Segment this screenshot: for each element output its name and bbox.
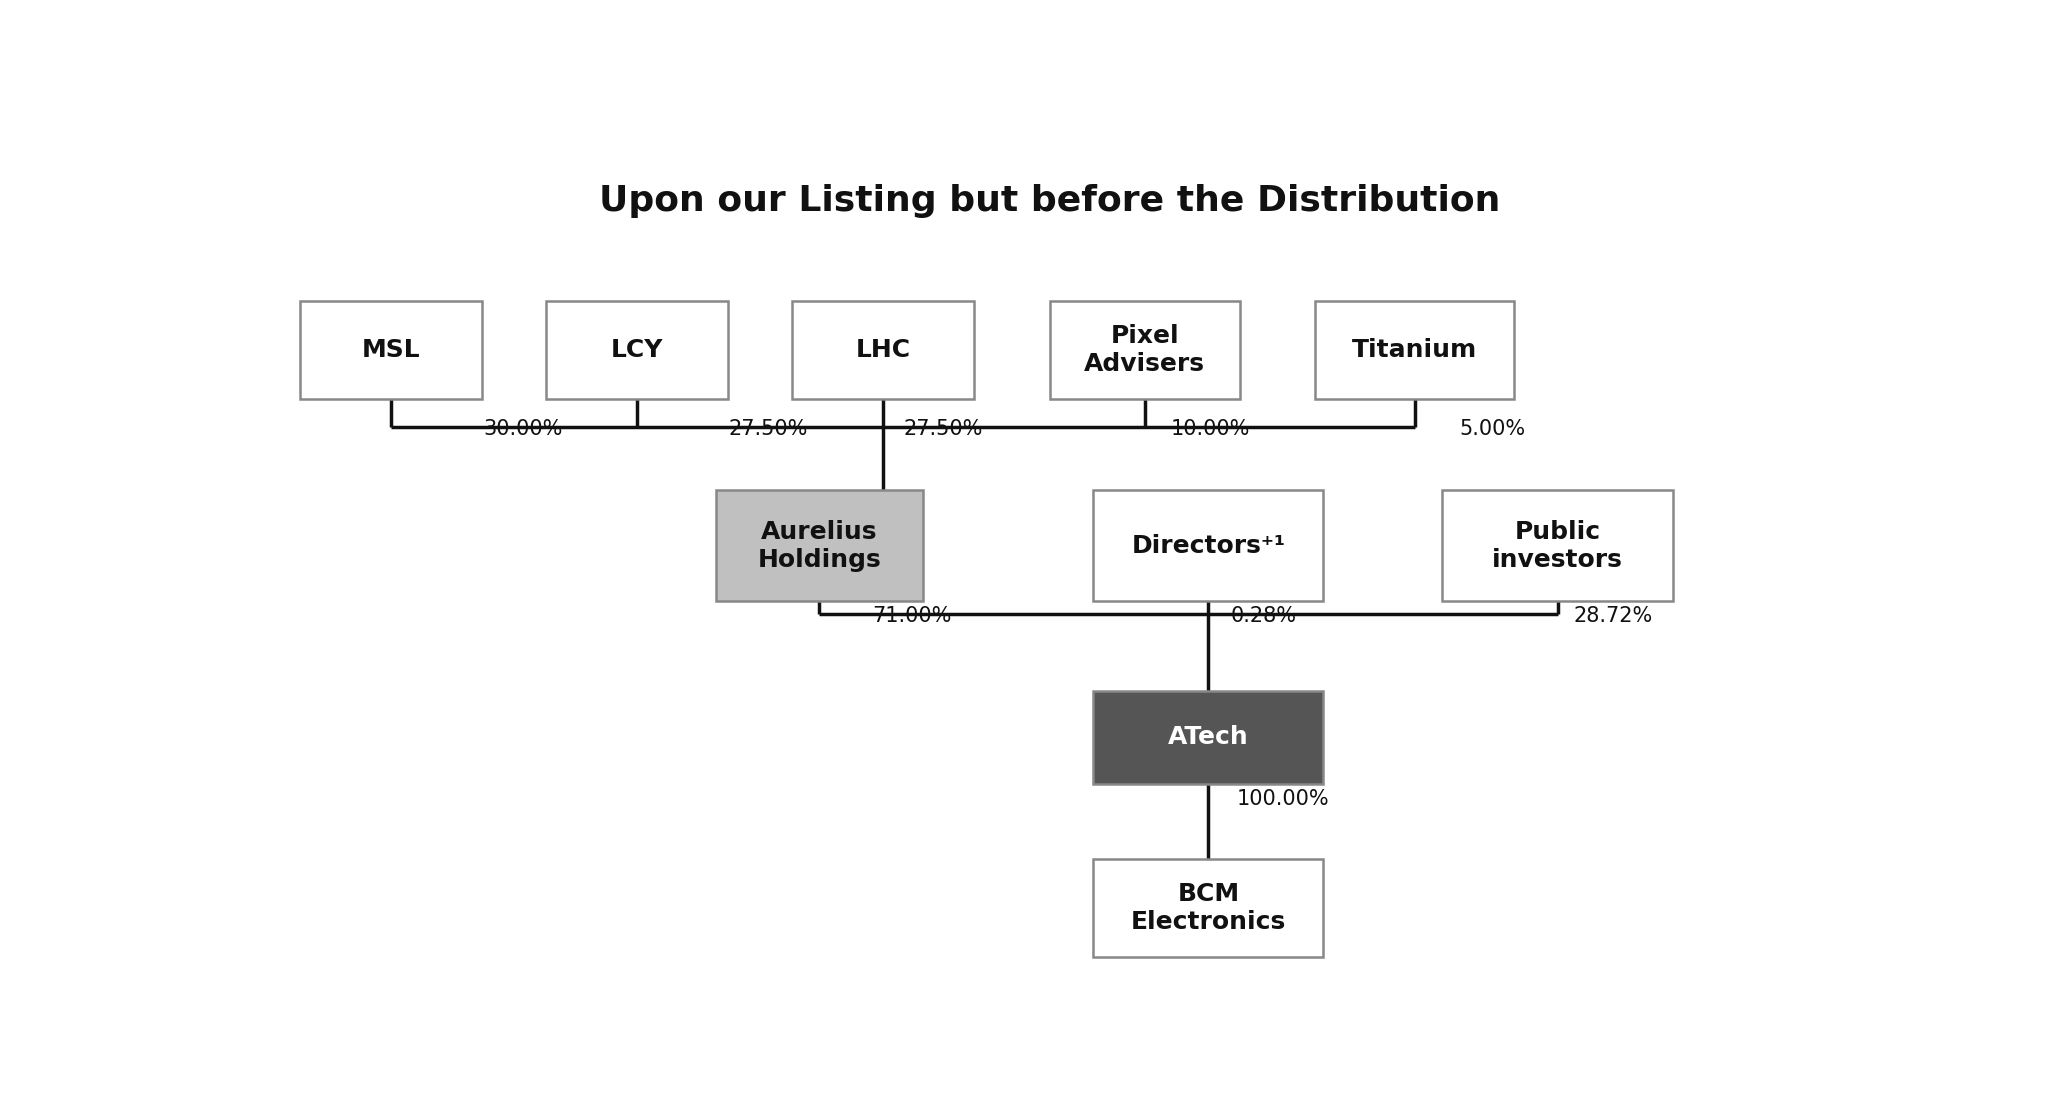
FancyBboxPatch shape: [545, 301, 729, 399]
Text: 5.00%: 5.00%: [1458, 419, 1526, 439]
FancyBboxPatch shape: [299, 301, 481, 399]
Text: 10.00%: 10.00%: [1169, 419, 1249, 439]
FancyBboxPatch shape: [1049, 301, 1239, 399]
Text: Aurelius
Holdings: Aurelius Holdings: [758, 520, 881, 572]
Text: LCY: LCY: [610, 338, 664, 362]
Text: BCM
Electronics: BCM Electronics: [1130, 881, 1286, 933]
Text: 27.50%: 27.50%: [903, 419, 983, 439]
Text: Pixel
Advisers: Pixel Advisers: [1083, 324, 1206, 376]
Text: Titanium: Titanium: [1352, 338, 1477, 362]
FancyBboxPatch shape: [717, 490, 922, 602]
Text: MSL: MSL: [362, 338, 420, 362]
FancyBboxPatch shape: [1094, 490, 1323, 602]
Text: Directors⁺¹: Directors⁺¹: [1130, 534, 1286, 557]
Text: LHC: LHC: [856, 338, 911, 362]
Text: 0.28%: 0.28%: [1231, 606, 1296, 626]
Text: 30.00%: 30.00%: [483, 419, 563, 439]
Text: 71.00%: 71.00%: [872, 606, 950, 626]
Text: ATech: ATech: [1167, 726, 1249, 750]
Text: Upon our Listing but before the Distribution: Upon our Listing but before the Distribu…: [598, 184, 1501, 218]
FancyBboxPatch shape: [1315, 301, 1513, 399]
Text: 100.00%: 100.00%: [1237, 789, 1329, 808]
Text: 28.72%: 28.72%: [1573, 606, 1653, 626]
FancyBboxPatch shape: [1442, 490, 1673, 602]
Text: Public
investors: Public investors: [1493, 520, 1622, 572]
FancyBboxPatch shape: [1094, 858, 1323, 957]
FancyBboxPatch shape: [1094, 690, 1323, 784]
Text: 27.50%: 27.50%: [729, 419, 809, 439]
FancyBboxPatch shape: [793, 301, 975, 399]
